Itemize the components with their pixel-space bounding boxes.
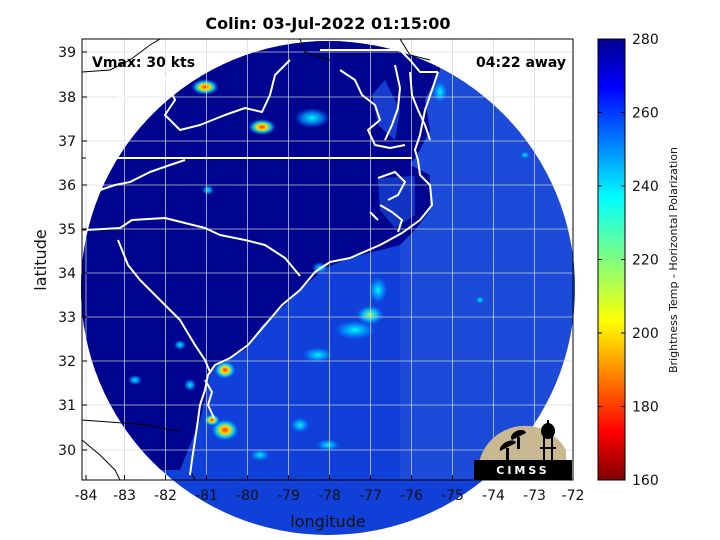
y-tick-labels: 39 38 37 36 35 34 33 32 31 30 (58, 45, 76, 459)
x-tick-label: -73 (523, 488, 546, 504)
x-tick-label: -78 (318, 488, 341, 504)
x-tick-labels: -84 -83 -82 -81 -80 -79 -78 -77 -76 -75 … (75, 488, 585, 504)
y-tick-label: 34 (58, 266, 76, 282)
colorbar-tick-label: 280 (632, 32, 659, 48)
chart-title: Colin: 03-Jul-2022 01:15:00 (205, 14, 450, 33)
x-tick-label: -82 (154, 488, 177, 504)
colorbar-label: Brightness Temp - Horizontal Polarizatio… (667, 147, 680, 373)
colorbar-tick-label: 260 (632, 106, 659, 122)
x-tick-label: -72 (562, 488, 585, 504)
logo-text: CIMSS (496, 464, 549, 477)
x-axis-label: longitude (290, 512, 365, 531)
x-tick-label: -79 (277, 488, 300, 504)
vmax-label: Vmax: 30 kts (92, 55, 195, 71)
x-tick-label: -81 (195, 488, 218, 504)
plot-frame (81, 38, 574, 481)
tick-marks (82, 51, 535, 480)
colorbar-tick-label: 220 (632, 253, 659, 269)
x-tick-label: -80 (236, 488, 259, 504)
x-tick-label: -74 (482, 488, 505, 504)
cimss-logo: CIMSS (474, 420, 572, 480)
y-tick-label: 37 (58, 134, 76, 150)
x-tick-label: -84 (75, 488, 98, 504)
colorbar: 280 260 240 220 200 180 160 Brightness T… (597, 32, 680, 489)
colorbar-tick-label: 160 (632, 473, 659, 489)
y-tick-label: 32 (58, 354, 76, 370)
y-tick-label: 39 (58, 45, 76, 61)
time-away-label: 04:22 away (476, 55, 566, 71)
y-tick-label: 35 (58, 222, 76, 238)
brightness-temperature-swath (81, 41, 575, 535)
x-tick-label: -75 (441, 488, 464, 504)
y-tick-label: 36 (58, 178, 76, 194)
colorbar-gradient (597, 38, 626, 481)
coastlines-and-borders (82, 39, 439, 480)
y-axis-label: latitude (31, 229, 50, 290)
y-tick-label: 33 (58, 310, 76, 326)
colorbar-tick-label: 200 (632, 326, 659, 342)
colorbar-tick-label: 240 (632, 179, 659, 195)
plot-area: Vmax: 30 kts 04:22 away CIMSS (81, 38, 575, 535)
y-tick-label: 30 (58, 443, 76, 459)
x-tick-label: -83 (113, 488, 136, 504)
x-tick-label: -77 (359, 488, 382, 504)
y-tick-label: 38 (58, 90, 76, 106)
y-tick-label: 31 (58, 398, 76, 414)
x-tick-label: -76 (400, 488, 423, 504)
colorbar-tick-label: 180 (632, 400, 659, 416)
